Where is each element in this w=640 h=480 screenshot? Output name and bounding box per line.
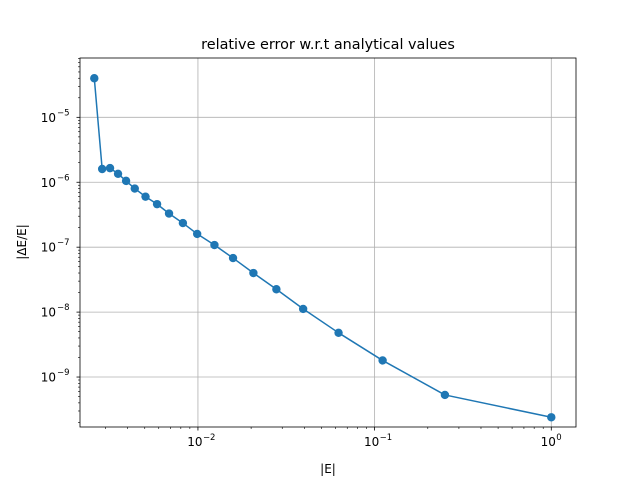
y-tick-exponent: −5	[57, 108, 70, 118]
y-tick-label: 10	[41, 371, 56, 385]
data-point	[440, 390, 450, 400]
data-point	[334, 328, 343, 338]
y-tick-label: 10	[41, 241, 56, 255]
data-point	[164, 209, 174, 218]
data-point	[249, 268, 258, 278]
y-tick-exponent: −9	[57, 368, 70, 378]
x-tick-label: 10	[541, 435, 556, 449]
y-tick-exponent: −8	[57, 303, 70, 313]
y-tick-label: 10	[41, 111, 56, 125]
x-tick-label: 10	[364, 435, 379, 449]
chart-title: relative error w.r.t analytical values	[201, 37, 455, 53]
series-line	[93, 78, 552, 419]
x-tick-exponent: 0	[556, 433, 561, 443]
data-point	[97, 164, 107, 174]
data-point	[141, 192, 150, 201]
y-tick-label: 10	[41, 306, 56, 320]
y-tick-exponent: −6	[57, 173, 70, 183]
series-layer	[90, 74, 556, 422]
plot-area-frame	[79, 57, 577, 428]
data-point	[90, 74, 99, 83]
data-point	[121, 176, 131, 186]
data-point	[105, 163, 115, 173]
data-point	[178, 218, 188, 228]
data-point	[272, 285, 281, 294]
data-point	[192, 229, 202, 239]
y-axis-label: |ΔE/E|	[15, 224, 29, 260]
x-tick-label: 10	[187, 435, 202, 449]
data-point	[228, 253, 238, 263]
grid-layer	[80, 58, 576, 427]
x-axis-label: |E|	[320, 462, 336, 476]
data-point	[152, 199, 162, 209]
data-point	[298, 304, 308, 314]
data-point	[130, 184, 139, 193]
x-tick-exponent: −1	[380, 433, 393, 443]
y-tick-label: 10	[41, 176, 56, 190]
data-point	[113, 169, 123, 178]
data-point	[378, 356, 387, 365]
data-point	[547, 413, 556, 422]
x-tick-exponent: −2	[203, 433, 216, 443]
tick-layer: 10 −2 10 −1 10 010 −910 −810 −710 −610 −5	[41, 58, 562, 449]
y-tick-exponent: −7	[57, 238, 70, 248]
data-point	[210, 240, 219, 250]
